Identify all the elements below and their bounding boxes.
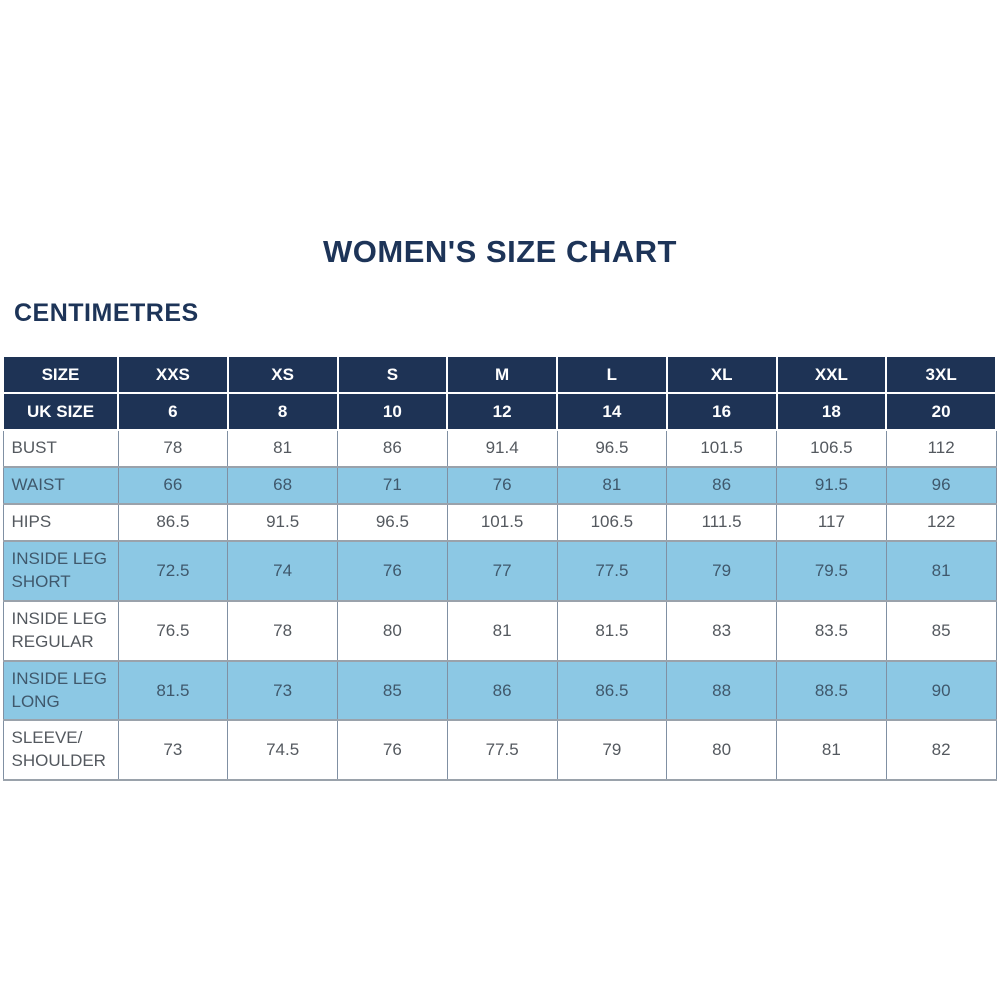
measurement-row-inside-leg-short-value: 72.5 [117, 539, 229, 602]
measurement-row-inside-leg-long-value: 90 [885, 659, 997, 722]
measurement-row-sleeve-shoulder-value: 73 [117, 719, 229, 782]
measurement-row-inside-leg-short-value: 81 [885, 539, 997, 602]
measurement-row-sleeve-shoulder-label: SLEEVE/ SHOULDER [2, 719, 119, 782]
measurement-row-bust-value: 96.5 [556, 429, 668, 468]
measurement-row-sleeve-shoulder-value: 77.5 [446, 719, 558, 782]
page-title: WOMEN'S SIZE CHART [323, 234, 677, 269]
measurement-row-sleeve-shoulder-value: 79 [556, 719, 668, 782]
measurement-row-bust-value: 81 [227, 429, 338, 468]
size-chart-table-body: SIZE XXS XS S M L XL XXL 3XL UK SIZE 6 8 10 12 14 16 18 2… [2, 355, 997, 782]
measurement-row-waist-value: 96 [885, 465, 997, 505]
measurement-row-inside-leg-regular-value: 76.5 [117, 599, 229, 662]
uk-size-row-value: 10 [336, 392, 449, 431]
measurement-row-inside-leg-regular-label: INSIDE LEG REGULAR [2, 599, 119, 662]
measurement-row-inside-leg-regular-value: 81.5 [556, 599, 668, 662]
measurement-row-bust-value: 101.5 [666, 429, 777, 468]
measurement-row-bust-label: BUST [2, 429, 119, 468]
size-header-row-value: S [336, 355, 449, 394]
measurement-row-waist-value: 66 [117, 465, 229, 505]
size-header-row-label: SIZE [2, 355, 119, 394]
measurement-row-sleeve-shoulder-value: 74.5 [227, 719, 338, 782]
measurement-row-hips-value: 122 [885, 502, 997, 542]
uk-size-row: UK SIZE 6 8 10 12 14 16 18 20 [2, 392, 997, 431]
measurement-row-bust: BUST 78 81 86 91.4 96.5 101.5 106.5 112 [2, 429, 997, 468]
measurement-row-inside-leg-long-value: 88.5 [776, 659, 887, 722]
measurement-row-bust-value: 91.4 [446, 429, 558, 468]
size-header-row-value: M [446, 355, 558, 394]
measurement-row-inside-leg-regular-value: 81 [446, 599, 558, 662]
size-header-row-value: XXS [117, 355, 229, 394]
measurement-row-sleeve-shoulder-value: 81 [776, 719, 887, 782]
measurement-row-inside-leg-long: INSIDE LEG LONG 81.5 73 85 86 86.5 88 88.5 90 [2, 659, 997, 722]
size-chart-table: SIZE XXS XS S M L XL XXL 3XL UK SIZE 6 8 10 12 14 16 18 2… [2, 355, 997, 782]
uk-size-row-value: 6 [117, 392, 229, 431]
measurement-row-hips-value: 101.5 [446, 502, 558, 542]
measurement-row-waist: WAIST 66 68 71 76 81 86 91.5 96 [2, 465, 997, 505]
uk-size-row-value: 20 [885, 392, 997, 431]
measurement-row-waist-value: 68 [227, 465, 338, 505]
measurement-row-waist-label: WAIST [2, 465, 119, 505]
size-header-row: SIZE XXS XS S M L XL XXL 3XL [2, 355, 997, 394]
uk-size-row-label: UK SIZE [2, 392, 119, 431]
measurement-row-sleeve-shoulder-value: 82 [885, 719, 997, 782]
measurement-row-sleeve-shoulder-value: 76 [337, 719, 448, 782]
measurement-row-inside-leg-short-label: INSIDE LEG SHORT [2, 539, 119, 602]
measurement-row-bust-value: 86 [337, 429, 448, 468]
uk-size-row-value: 18 [775, 392, 888, 431]
measurement-row-bust-value: 106.5 [776, 429, 887, 468]
measurement-row-waist-value: 71 [337, 465, 448, 505]
measurement-row-inside-leg-short-value: 77.5 [556, 539, 668, 602]
measurement-row-hips-label: HIPS [2, 502, 119, 542]
measurement-row-inside-leg-long-value: 73 [227, 659, 338, 722]
measurement-row-hips-value: 86.5 [117, 502, 229, 542]
measurement-row-inside-leg-short-value: 79 [666, 539, 777, 602]
measurement-row-inside-leg-regular-value: 80 [337, 599, 448, 662]
measurement-row-hips-value: 117 [776, 502, 887, 542]
measurement-row-waist-value: 81 [556, 465, 668, 505]
uk-size-row-value: 12 [446, 392, 558, 431]
size-header-row-value: 3XL [885, 355, 997, 394]
measurement-row-hips: HIPS 86.5 91.5 96.5 101.5 106.5 111.5 117 122 [2, 502, 997, 542]
measurement-row-hips-value: 111.5 [666, 502, 777, 542]
uk-size-row-value: 14 [556, 392, 668, 431]
measurement-row-inside-leg-long-label: INSIDE LEG LONG [2, 659, 119, 722]
measurement-row-bust-value: 112 [885, 429, 997, 468]
size-header-row-value: XL [665, 355, 778, 394]
measurement-row-sleeve-shoulder-value: 80 [666, 719, 777, 782]
measurement-row-inside-leg-regular-value: 85 [885, 599, 997, 662]
measurement-row-hips-value: 96.5 [337, 502, 448, 542]
uk-size-row-value: 8 [226, 392, 339, 431]
measurement-row-inside-leg-regular: INSIDE LEG REGULAR 76.5 78 80 81 81.5 83 83.5 85 [2, 599, 997, 662]
measurement-row-inside-leg-regular-value: 83.5 [776, 599, 887, 662]
measurement-row-waist-value: 76 [446, 465, 558, 505]
measurement-row-inside-leg-long-value: 86.5 [556, 659, 668, 722]
units-heading: CENTIMETRES [14, 299, 199, 327]
measurement-row-hips-value: 91.5 [227, 502, 338, 542]
size-header-row-value: XXL [775, 355, 888, 394]
measurement-row-waist-value: 91.5 [776, 465, 887, 505]
measurement-row-inside-leg-short-value: 77 [446, 539, 558, 602]
measurement-row-inside-leg-short-value: 79.5 [776, 539, 887, 602]
measurement-row-inside-leg-regular-value: 78 [227, 599, 338, 662]
measurement-row-sleeve-shoulder: SLEEVE/ SHOULDER 73 74.5 76 77.5 79 80 81 82 [2, 719, 997, 782]
measurement-row-inside-leg-long-value: 81.5 [117, 659, 229, 722]
measurement-row-inside-leg-long-value: 85 [337, 659, 448, 722]
measurement-row-inside-leg-short-value: 76 [337, 539, 448, 602]
size-header-row-value: L [556, 355, 668, 394]
size-header-row-value: XS [226, 355, 339, 394]
measurement-row-bust-value: 78 [117, 429, 229, 468]
measurement-row-inside-leg-regular-value: 83 [666, 599, 777, 662]
measurement-row-hips-value: 106.5 [556, 502, 668, 542]
measurement-row-inside-leg-long-value: 88 [666, 659, 777, 722]
uk-size-row-value: 16 [665, 392, 778, 431]
measurement-row-inside-leg-long-value: 86 [446, 659, 558, 722]
measurement-row-waist-value: 86 [666, 465, 777, 505]
measurement-row-inside-leg-short-value: 74 [227, 539, 338, 602]
measurement-row-inside-leg-short: INSIDE LEG SHORT 72.5 74 76 77 77.5 79 79.5 81 [2, 539, 997, 602]
